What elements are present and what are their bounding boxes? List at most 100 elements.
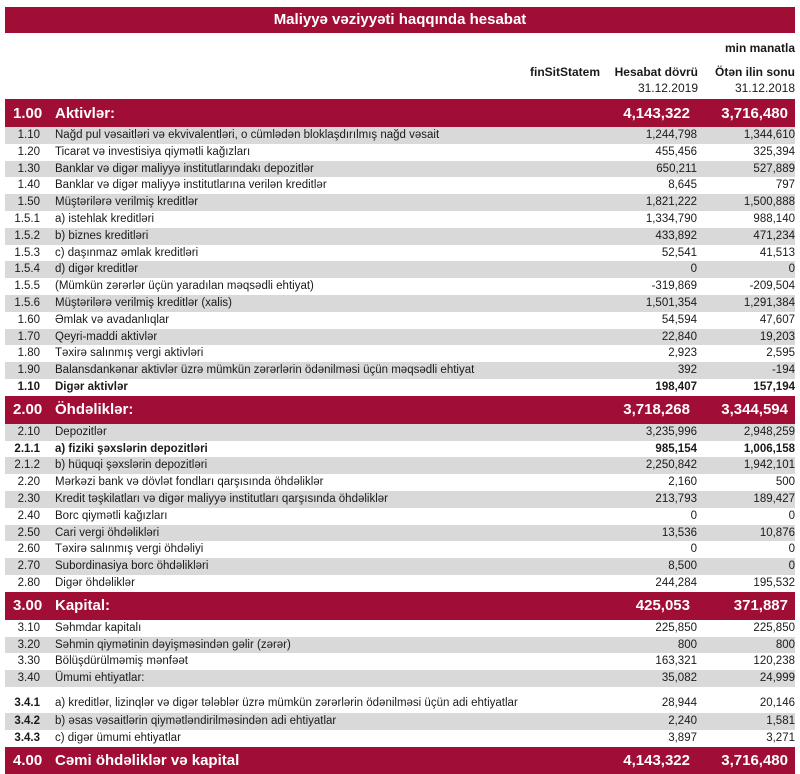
row-value-1: 2,240 bbox=[668, 714, 697, 727]
table-row: 2.10 Depozitlər 3,235,996 2,948,259 bbox=[5, 423, 795, 441]
row-label: Digər aktivlər bbox=[55, 380, 128, 393]
row-label: b) biznes kreditləri bbox=[55, 229, 149, 242]
row-label: Depozitlər bbox=[55, 425, 107, 438]
row-num: 1.60 bbox=[17, 313, 40, 326]
row-value-2: 527,889 bbox=[753, 162, 795, 175]
row-value-1: 163,321 bbox=[655, 655, 697, 668]
row-value-2: 189,427 bbox=[753, 492, 795, 505]
row-label: Müştərilərə verilmiş kreditlər bbox=[55, 196, 199, 209]
table-row: 3.4.3 c) digər ümumi ehtiyatlar 3,897 3,… bbox=[5, 729, 795, 747]
table-row: 3.30 Bölüşdürülməmiş mənfəət 163,321 120… bbox=[5, 653, 795, 671]
table-row: 1.80 Təxirə salınmış vergi aktivləri 2,9… bbox=[5, 345, 795, 363]
report-title: Maliyyə vəziyyəti haqqında hesabat bbox=[273, 11, 527, 28]
row-label: Kredit təşkilatları və digər maliyyə ins… bbox=[55, 492, 389, 505]
table-row: 1.5.2 b) biznes kreditləri 433,892 471,2… bbox=[5, 227, 795, 245]
row-num: 1.50 bbox=[17, 196, 40, 209]
row-label: Nağd pul vəsaitləri və ekvivalentləri, o… bbox=[55, 129, 440, 141]
table-row: 3.40 Ümumi ehtiyatlar: 35,082 24,999 bbox=[5, 670, 795, 687]
row-num: 3.4.3 bbox=[14, 731, 40, 744]
section-value-1: 3,718,268 bbox=[623, 401, 690, 419]
row-value-1: 392 bbox=[677, 364, 697, 377]
row-value-1: 985,154 bbox=[655, 442, 697, 455]
row-value-2: 2,948,259 bbox=[743, 425, 795, 438]
section-label: Kapital: bbox=[55, 597, 111, 615]
section-value-2: 3,716,480 bbox=[721, 104, 788, 122]
row-num: 3.10 bbox=[17, 621, 40, 634]
row-value-1: 0 bbox=[690, 263, 697, 276]
row-num: 2.60 bbox=[17, 543, 40, 556]
section-num: 1.00 bbox=[13, 104, 43, 122]
table-row: 3.4.2 b) əsas vəsaitlərin qiymətləndiril… bbox=[5, 712, 795, 730]
row-value-2: 19,203 bbox=[759, 330, 795, 343]
section-num: 4.00 bbox=[13, 752, 43, 769]
row-value-2: 1,291,384 bbox=[743, 296, 795, 309]
row-value-1: -319,869 bbox=[651, 280, 697, 293]
table-row: 2.60 Təxirə salınmış vergi öhdəliyi 0 0 bbox=[5, 541, 795, 559]
section-value-2: 3,344,594 bbox=[721, 401, 788, 419]
section-num: 2.00 bbox=[13, 401, 43, 419]
row-value-2: 0 bbox=[788, 543, 795, 556]
row-num: 2.50 bbox=[17, 526, 40, 539]
row-value-2: 1,500,888 bbox=[743, 196, 795, 209]
row-value-2: 0 bbox=[788, 263, 795, 276]
row-value-2: 1,006,158 bbox=[743, 442, 795, 455]
row-num: 3.4.1 bbox=[14, 696, 40, 709]
row-num: 1.5.4 bbox=[14, 263, 40, 276]
column-headers: finSitStatem Hesabat dövrü Ötən ilin son… bbox=[5, 65, 795, 95]
table-row: 1.10 Nağd pul vəsaitləri və ekvivalentlə… bbox=[5, 127, 795, 144]
row-num: 1.40 bbox=[17, 179, 40, 192]
row-label: Mərkəzi bank və dövlət fondları qarşısın… bbox=[55, 476, 324, 489]
row-value-2: 0 bbox=[788, 560, 795, 573]
table-row: 1.60 Əmlak və avadanlıqlar 54,594 47,607 bbox=[5, 311, 795, 329]
row-label: Ticarət və investisiya qiymətli kağızlar… bbox=[55, 145, 251, 158]
unit-note: min manatla bbox=[724, 41, 795, 55]
row-num: 3.20 bbox=[17, 638, 40, 651]
report-title-band: Maliyyə vəziyyəti haqqında hesabat bbox=[5, 7, 795, 33]
row-value-1: 2,160 bbox=[668, 476, 697, 489]
row-value-1: 3,235,996 bbox=[645, 425, 697, 438]
row-value-2: 157,194 bbox=[753, 380, 795, 393]
row-label: a) istehlak kreditləri bbox=[55, 212, 155, 225]
row-value-2: 47,607 bbox=[759, 313, 795, 326]
table-row: 2.30 Kredit təşkilatları və digər maliyy… bbox=[5, 490, 795, 508]
section-num: 3.00 bbox=[13, 597, 43, 615]
row-value-1: 213,793 bbox=[655, 492, 697, 505]
row-value-2: 195,532 bbox=[753, 576, 795, 589]
row-num: 2.1.2 bbox=[14, 459, 40, 472]
table-row: 1.30 Banklar və digər maliyyə institutla… bbox=[5, 160, 795, 178]
row-value-2: 471,234 bbox=[753, 229, 795, 242]
section-header-row: 3.00 Kapital: 425,053 371,887 bbox=[5, 591, 795, 620]
section-label: Aktivlər: bbox=[55, 104, 116, 122]
row-value-2: 1,581 bbox=[766, 714, 795, 727]
row-label: Banklar və digər maliyyə institutlarında… bbox=[55, 162, 314, 175]
column-previous-year-date: 31.12.2018 bbox=[734, 81, 795, 95]
row-label: b) hüquqi şəxslərin depozitləri bbox=[55, 459, 208, 472]
row-label: Subordinasiya borc öhdəlikləri bbox=[55, 560, 209, 573]
section-label: Cəmi öhdəliklər və kapital bbox=[55, 752, 240, 769]
row-value-1: 1,501,354 bbox=[645, 296, 697, 309]
row-value-1: 8,645 bbox=[668, 179, 697, 192]
row-value-1: 2,250,842 bbox=[645, 459, 697, 472]
row-label: Ümumi ehtiyatlar: bbox=[55, 672, 145, 685]
row-value-2: 800 bbox=[775, 638, 795, 651]
column-id-label: finSitStatem bbox=[529, 65, 600, 79]
column-reporting-period-date: 31.12.2019 bbox=[637, 81, 698, 95]
row-value-2: 1,344,610 bbox=[743, 129, 795, 141]
row-label: Qeyri-maddi aktivlər bbox=[55, 330, 158, 343]
row-num: 2.80 bbox=[17, 576, 40, 589]
row-label: Səhmin qiymətinin dəyişməsindən gəlir (z… bbox=[55, 638, 291, 651]
row-value-2: -194 bbox=[771, 364, 795, 377]
table-row: 3.4.1 a) kreditlər, lizinqlər və digər t… bbox=[5, 692, 795, 713]
row-label: Borc qiymətli kağızları bbox=[55, 509, 168, 522]
row-num: 1.5.3 bbox=[14, 246, 40, 259]
row-label: Səhmdar kapitalı bbox=[55, 621, 142, 634]
row-label: Balansdankənar aktivlər üzrə mümkün zərə… bbox=[55, 364, 475, 377]
row-value-1: 198,407 bbox=[655, 380, 697, 393]
section-header-row: 2.00 Öhdəliklər: 3,718,268 3,344,594 bbox=[5, 395, 795, 424]
row-value-2: 988,140 bbox=[753, 212, 795, 225]
row-value-1: 225,850 bbox=[655, 621, 697, 634]
table-row: 2.40 Borc qiymətli kağızları 0 0 bbox=[5, 507, 795, 525]
table-row: 1.5.3 c) daşınmaz əmlak kreditləri 52,54… bbox=[5, 244, 795, 262]
row-value-1: 0 bbox=[690, 543, 697, 556]
